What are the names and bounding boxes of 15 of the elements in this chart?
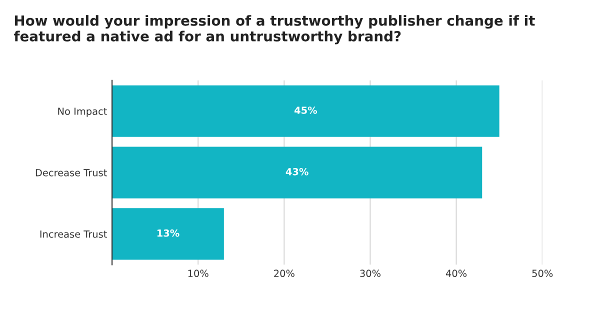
y-tick-label: Increase Trust <box>40 230 107 238</box>
bar <box>112 146 482 198</box>
data-label: 45% <box>294 106 318 114</box>
x-tick-label: 50% <box>532 270 553 278</box>
chart-title: How would your impression of a trustworthy publisher change if it featured a native ad for an untrustworthy brand? <box>14 15 535 44</box>
x-tick-label: 10% <box>188 270 208 278</box>
bar <box>112 85 500 137</box>
data-label: 43% <box>286 168 308 176</box>
x-tick-label: 20% <box>274 270 294 278</box>
bar <box>112 208 224 260</box>
y-tick-label: No Impact <box>58 108 107 117</box>
x-tick-label: 40% <box>446 270 467 278</box>
data-label: 13% <box>157 229 180 237</box>
x-tick-label: 30% <box>360 270 381 278</box>
y-tick-label: Decrease Trust <box>36 169 107 176</box>
